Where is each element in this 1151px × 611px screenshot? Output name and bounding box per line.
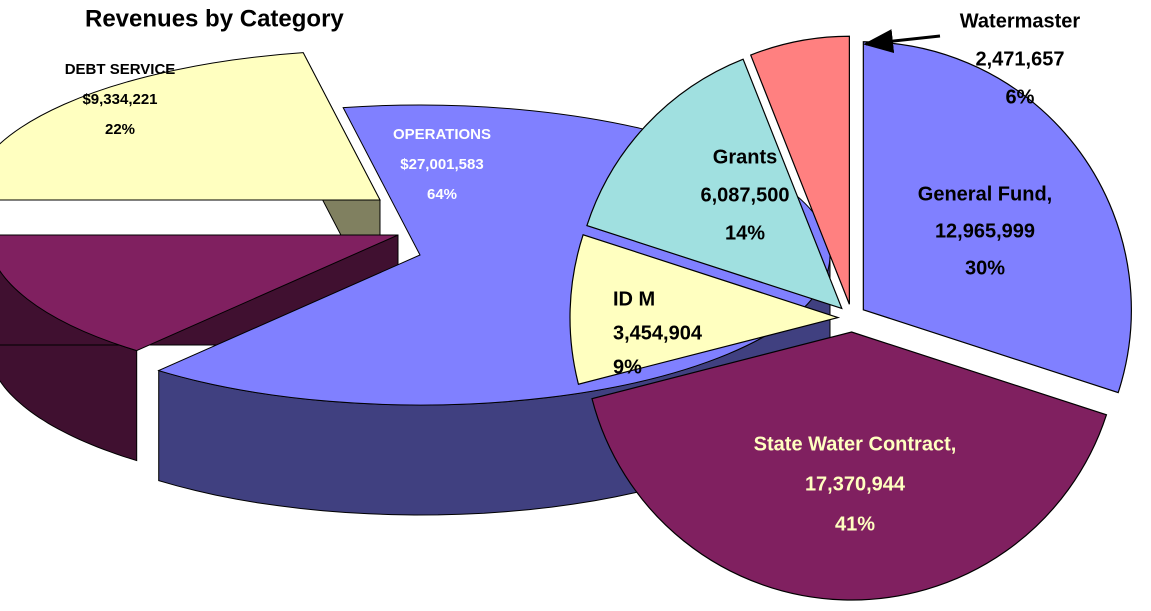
slice-label: OPERATIONS bbox=[393, 126, 491, 143]
slice-label: State Water Contract, bbox=[754, 433, 957, 455]
slice bbox=[862, 41, 1132, 394]
slice-label: 2,471,657 bbox=[976, 48, 1065, 70]
slice-label: Watermaster bbox=[960, 10, 1081, 32]
slice-label: 14% bbox=[725, 222, 765, 244]
slice-label: 6,087,500 bbox=[701, 184, 790, 206]
slice bbox=[0, 234, 399, 352]
slice-label: 30% bbox=[965, 257, 1005, 279]
slice-label: General Fund, bbox=[918, 183, 1052, 205]
slice bbox=[591, 331, 1108, 601]
callout-arrow bbox=[863, 29, 941, 54]
slice bbox=[0, 52, 381, 201]
slice-label: 12,965,999 bbox=[935, 220, 1035, 242]
slice-label: 22% bbox=[105, 121, 135, 138]
slice bbox=[569, 233, 841, 385]
slice-label: 9% bbox=[613, 356, 642, 378]
slice-label: DEBT SERVICE bbox=[65, 61, 176, 78]
slice bbox=[586, 58, 843, 310]
slice bbox=[749, 35, 850, 305]
slice-label: Grants bbox=[713, 146, 777, 168]
slice-label: 6% bbox=[1006, 86, 1035, 108]
slice-label: 17,370,944 bbox=[805, 473, 906, 495]
right-pie bbox=[569, 35, 1132, 601]
slice-label: 64% bbox=[427, 186, 457, 203]
slice-label: $9,334,221 bbox=[82, 91, 157, 108]
slice-label: 3,454,904 bbox=[613, 322, 703, 344]
slice-label: 41% bbox=[835, 513, 875, 535]
slice-label: $27,001,583 bbox=[400, 156, 483, 173]
slice-label: ID M bbox=[613, 288, 655, 310]
chart-title: Revenues by Category bbox=[85, 5, 344, 32]
labels: DEBT SERVICE $9,334,221 22% OPERATIONS $27,0… bbox=[65, 10, 1081, 535]
